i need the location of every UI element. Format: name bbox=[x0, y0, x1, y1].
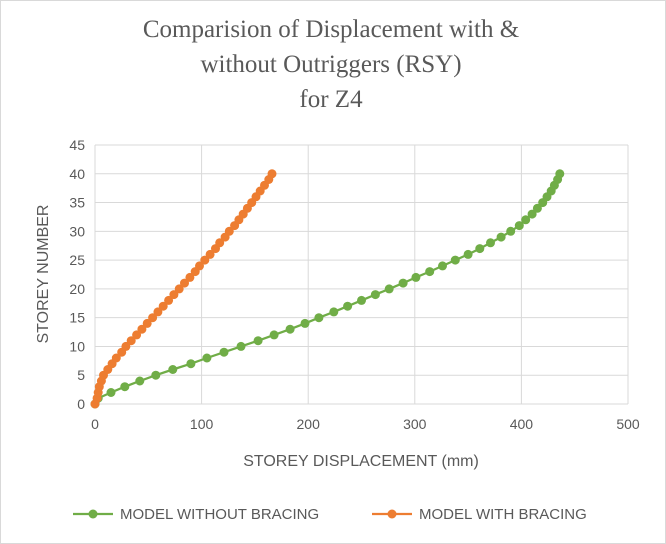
data-point bbox=[506, 226, 516, 236]
legend-label: MODEL WITH BRACING bbox=[419, 506, 587, 523]
data-point bbox=[450, 255, 460, 265]
plot-series bbox=[90, 169, 565, 409]
x-tick-label: 400 bbox=[510, 416, 534, 432]
y-tick-label: 25 bbox=[69, 252, 85, 268]
data-point bbox=[121, 341, 131, 351]
data-point bbox=[151, 370, 161, 380]
series-2 bbox=[90, 169, 277, 409]
x-tick-label: 200 bbox=[297, 416, 321, 432]
data-point bbox=[486, 238, 495, 248]
data-point bbox=[236, 341, 246, 351]
data-point bbox=[126, 336, 136, 346]
data-point bbox=[475, 244, 485, 254]
data-point bbox=[496, 232, 506, 242]
data-point bbox=[343, 301, 353, 311]
data-point bbox=[169, 290, 179, 300]
data-point bbox=[514, 221, 524, 231]
data-point bbox=[555, 169, 565, 179]
chart-title-line-2: without Outriggers (RSY) bbox=[200, 51, 461, 78]
x-tick-label: 500 bbox=[616, 416, 640, 432]
data-point bbox=[215, 238, 225, 248]
data-point bbox=[205, 249, 215, 259]
data-point bbox=[384, 284, 394, 294]
y-tick-label: 30 bbox=[69, 223, 85, 239]
data-point bbox=[111, 353, 121, 363]
data-point bbox=[425, 267, 435, 277]
data-point bbox=[195, 261, 204, 271]
y-axis-title: STOREY NUMBER bbox=[35, 205, 52, 344]
y-tick-label: 5 bbox=[77, 367, 85, 383]
data-point bbox=[219, 347, 229, 357]
legend-item: MODEL WITHOUT BRACING bbox=[73, 506, 319, 523]
data-point bbox=[357, 295, 366, 305]
x-tick-label: 100 bbox=[190, 416, 214, 432]
data-point bbox=[463, 249, 473, 259]
legend: MODEL WITHOUT BRACING MODEL WITH BRACING bbox=[73, 506, 587, 523]
y-tick-label: 0 bbox=[77, 396, 85, 412]
data-point bbox=[532, 203, 542, 213]
x-tick-label: 300 bbox=[403, 416, 427, 432]
chart-title: Comparision of Displacement with & witho… bbox=[143, 16, 519, 113]
data-point bbox=[137, 324, 147, 334]
data-point bbox=[168, 365, 178, 374]
y-tick-label: 40 bbox=[69, 166, 85, 182]
legend-label: MODEL WITHOUT BRACING bbox=[120, 506, 319, 523]
data-point bbox=[314, 313, 324, 323]
legend-item: MODEL WITH BRACING bbox=[372, 506, 587, 523]
y-tick-label: 10 bbox=[69, 338, 85, 354]
chart-title-line-1: Comparision of Displacement with & bbox=[143, 16, 519, 43]
data-point bbox=[200, 255, 210, 265]
data-point bbox=[411, 272, 421, 282]
data-point bbox=[253, 336, 263, 346]
tick-labels: 0 5 10 15 20 25 30 35 40 45 0 100 200 300 400 500 bbox=[69, 137, 639, 432]
x-axis-title: STOREY DISPLACEMENT (mm) bbox=[243, 453, 479, 470]
data-point bbox=[164, 295, 174, 305]
data-point bbox=[269, 330, 279, 340]
data-point bbox=[202, 353, 212, 363]
data-point bbox=[285, 324, 295, 334]
data-point bbox=[438, 261, 447, 271]
data-point bbox=[300, 318, 310, 328]
y-tick-label: 35 bbox=[69, 195, 85, 211]
data-point bbox=[398, 278, 408, 288]
data-point bbox=[153, 307, 163, 317]
data-point bbox=[180, 278, 189, 288]
data-point bbox=[186, 359, 196, 369]
data-point bbox=[267, 169, 277, 179]
data-point bbox=[148, 313, 158, 323]
data-point bbox=[521, 215, 531, 225]
data-point bbox=[527, 209, 537, 219]
data-point bbox=[106, 388, 116, 397]
legend-marker bbox=[387, 509, 397, 519]
y-tick-label: 45 bbox=[69, 137, 85, 153]
gridlines bbox=[94, 144, 629, 405]
data-point bbox=[158, 301, 168, 311]
legend-marker bbox=[88, 509, 98, 519]
x-tick-label: 0 bbox=[91, 416, 99, 432]
y-tick-label: 15 bbox=[69, 310, 85, 326]
series-1 bbox=[90, 169, 565, 409]
data-point bbox=[224, 226, 234, 236]
data-point bbox=[370, 290, 380, 300]
chart-title-line-3: for Z4 bbox=[299, 86, 363, 113]
y-tick-label: 20 bbox=[69, 281, 85, 297]
data-point bbox=[120, 382, 130, 392]
data-point bbox=[135, 376, 145, 386]
data-point bbox=[174, 284, 184, 294]
data-point bbox=[185, 272, 195, 282]
data-point bbox=[329, 307, 339, 317]
data-point bbox=[142, 318, 152, 328]
data-point bbox=[132, 330, 142, 340]
